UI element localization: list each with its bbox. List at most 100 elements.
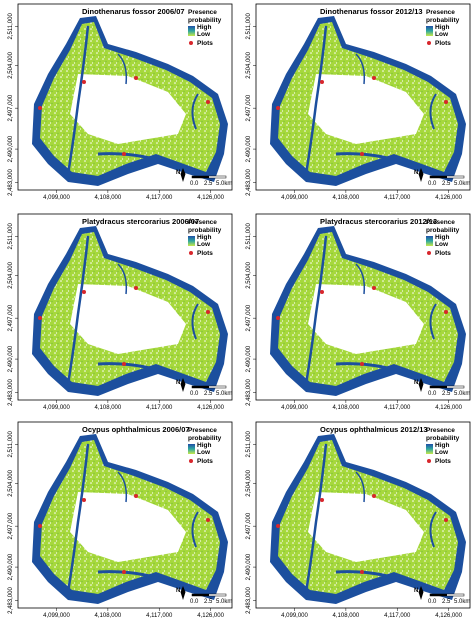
x-tick-label: 4,099,000 [43,195,70,201]
y-tick-label: 2,483,000 [8,169,14,196]
north-arrow [180,378,186,392]
scale-label: 0.0 [190,391,199,397]
north-arrow [180,586,186,600]
x-tick-label: 4,108,000 [333,405,360,411]
scale-label: 2.5 [442,599,451,605]
map-panel: Platydracus stercorarius 2006/07Presence… [8,213,233,411]
scale-label: 0.0 [190,181,199,187]
legend-high: High [435,24,449,31]
map-panel: Dinothenarus fossor 2006/07 Presenceproba… [8,3,233,201]
x-tick-label: 4,126,000 [197,405,224,411]
x-tick-label: 4,108,000 [95,613,122,619]
scale-label: 5.0km [216,181,232,187]
legend-title: probability [426,227,460,234]
legend-low: Low [197,241,211,248]
scale-label: 2.5 [204,181,213,187]
scale-label: 2.5 [204,599,213,605]
map-panel: Ocypus ophthalmicus 2012/13Presenceproba… [246,421,471,619]
y-tick-label: 2,483,000 [8,587,14,614]
legend-plots: Plots [435,40,451,47]
scale-bar [192,594,209,596]
legend-ramp [426,26,433,36]
x-tick-label: 4,117,000 [384,195,411,201]
north-label: N [176,170,180,176]
x-tick-label: 4,099,000 [281,195,308,201]
legend-plot-marker [427,459,431,463]
y-tick-label: 2,490,000 [8,345,14,372]
scale-label: 5.0km [216,599,232,605]
legend-title: Presence [426,427,455,434]
legend-plot-marker [427,41,431,45]
panel-title: Dinothenarus fossor 2006/07 [82,7,185,16]
legend-plot-marker [427,251,431,255]
legend-ramp [188,236,195,246]
legend-title: probability [188,227,222,234]
north-arrow [418,586,424,600]
legend-plot-marker [189,459,193,463]
y-tick-label: 2,497,000 [246,94,252,121]
y-tick-label: 2,490,000 [246,135,252,162]
scale-bar [430,386,447,388]
legend-title: Presence [188,427,217,434]
y-tick-label: 2,511,000 [246,223,252,250]
x-tick-label: 4,117,000 [384,405,411,411]
legend-title: Presence [188,219,217,226]
x-tick-label: 4,126,000 [435,405,462,411]
x-tick-label: 4,126,000 [197,195,224,201]
scale-label: 0.0 [190,599,199,605]
legend-low: Low [197,449,211,456]
legend-low: Low [435,31,449,38]
scale-label: 0.0 [428,181,437,187]
north-label: N [414,380,418,386]
legend-plots: Plots [197,250,213,257]
legend-title: Presence [188,9,217,16]
scale-label: 2.5 [442,181,451,187]
x-tick-label: 4,126,000 [197,613,224,619]
legend-high: High [197,234,211,241]
y-tick-label: 2,511,000 [8,13,14,40]
y-tick-label: 2,490,000 [8,553,14,580]
y-tick-label: 2,483,000 [246,379,252,406]
y-tick-label: 2,511,000 [246,13,252,40]
legend-ramp [188,26,195,36]
x-tick-label: 4,099,000 [281,405,308,411]
north-label: N [414,170,418,176]
y-tick-label: 2,490,000 [8,135,14,162]
legend-low: Low [435,449,449,456]
y-tick-label: 2,504,000 [246,469,252,496]
panel-title: Platydracus stercorarius 2012/13 [320,217,437,226]
map-panel: Ocypus ophthalmicus 2006/07Presenceproba… [8,421,233,619]
y-tick-label: 2,497,000 [8,304,14,331]
x-tick-label: 4,099,000 [281,613,308,619]
north-label: N [176,588,180,594]
x-tick-label: 4,117,000 [384,613,411,619]
y-tick-label: 2,490,000 [246,345,252,372]
y-tick-label: 2,497,000 [246,304,252,331]
legend-plots: Plots [197,458,213,465]
y-tick-label: 2,511,000 [8,223,14,250]
y-tick-label: 2,490,000 [246,553,252,580]
y-tick-label: 2,511,000 [246,431,252,458]
legend-high: High [435,234,449,241]
y-tick-label: 2,497,000 [8,512,14,539]
scale-label: 5.0km [216,391,232,397]
scale-label: 0.0 [428,599,437,605]
y-tick-label: 2,483,000 [8,379,14,406]
y-tick-label: 2,504,000 [8,469,14,496]
scale-bar [430,594,447,596]
legend-title: probability [188,17,222,24]
y-tick-label: 2,483,000 [246,169,252,196]
legend-high: High [197,442,211,449]
x-tick-label: 4,108,000 [333,195,360,201]
north-label: N [414,588,418,594]
north-arrow [418,378,424,392]
y-tick-label: 2,497,000 [246,512,252,539]
panel-title: Ocypus ophthalmicus 2006/07 [82,425,190,434]
scale-bar [192,176,209,178]
y-tick-label: 2,504,000 [8,261,14,288]
y-tick-label: 2,504,000 [246,261,252,288]
y-tick-label: 2,504,000 [8,51,14,78]
legend-low: Low [197,31,211,38]
y-tick-label: 2,497,000 [8,94,14,121]
